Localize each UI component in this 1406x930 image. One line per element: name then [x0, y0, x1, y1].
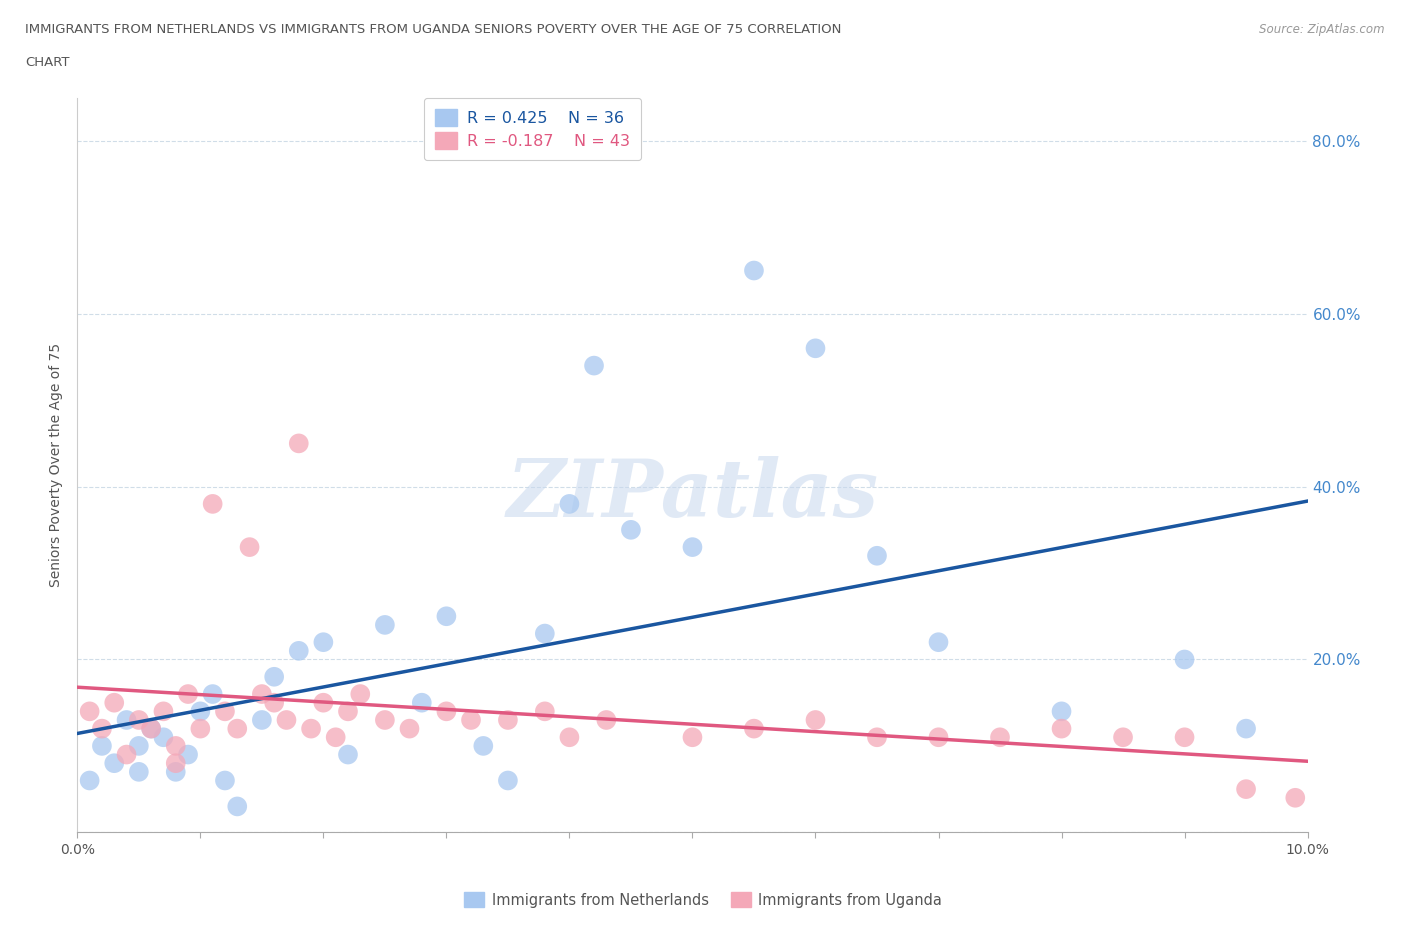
Point: [804, 341, 827, 356]
Text: Source: ZipAtlas.com: Source: ZipAtlas.com: [1260, 23, 1385, 36]
Point: [239, 539, 262, 554]
Point: [128, 738, 150, 753]
Point: [337, 747, 360, 762]
Point: [141, 721, 163, 736]
Point: [742, 263, 765, 278]
Point: [165, 738, 187, 753]
Point: [583, 358, 606, 373]
Point: [188, 721, 212, 736]
Point: [682, 539, 704, 554]
Point: [436, 609, 458, 624]
Point: [152, 704, 174, 719]
Point: [1050, 704, 1073, 719]
Point: [214, 704, 236, 719]
Point: [534, 704, 557, 719]
Point: [115, 747, 138, 762]
Legend: Immigrants from Netherlands, Immigrants from Uganda: Immigrants from Netherlands, Immigrants …: [458, 886, 948, 913]
Point: [128, 764, 150, 779]
Point: [595, 712, 617, 727]
Point: [79, 704, 101, 719]
Point: [534, 626, 557, 641]
Point: [374, 712, 396, 727]
Point: [1234, 782, 1257, 797]
Point: [436, 704, 458, 719]
Point: [337, 704, 360, 719]
Point: [201, 686, 224, 701]
Point: [558, 730, 581, 745]
Point: [312, 635, 335, 650]
Point: [263, 696, 285, 711]
Point: [496, 773, 519, 788]
Point: [682, 730, 704, 745]
Point: [263, 670, 285, 684]
Point: [1234, 721, 1257, 736]
Point: [250, 686, 273, 701]
Point: [411, 696, 433, 711]
Point: [103, 756, 125, 771]
Point: [141, 721, 163, 736]
Point: [250, 712, 273, 727]
Point: [349, 686, 371, 701]
Point: [558, 497, 581, 512]
Point: [496, 712, 519, 727]
Point: [90, 721, 114, 736]
Point: [928, 635, 950, 650]
Point: [288, 644, 311, 658]
Point: [177, 747, 200, 762]
Point: [1112, 730, 1135, 745]
Point: [866, 549, 889, 564]
Point: [620, 523, 643, 538]
Point: [312, 696, 335, 711]
Point: [742, 721, 765, 736]
Point: [460, 712, 482, 727]
Point: [90, 738, 114, 753]
Text: IMMIGRANTS FROM NETHERLANDS VS IMMIGRANTS FROM UGANDA SENIORS POVERTY OVER THE A: IMMIGRANTS FROM NETHERLANDS VS IMMIGRANT…: [25, 23, 842, 36]
Point: [226, 721, 249, 736]
Point: [325, 730, 347, 745]
Point: [472, 738, 495, 753]
Point: [128, 712, 150, 727]
Point: [79, 773, 101, 788]
Point: [226, 799, 249, 814]
Y-axis label: Seniors Poverty Over the Age of 75: Seniors Poverty Over the Age of 75: [49, 343, 63, 587]
Legend: R = 0.425    N = 36, R = -0.187    N = 43: R = 0.425 N = 36, R = -0.187 N = 43: [423, 99, 641, 160]
Point: [103, 696, 125, 711]
Point: [928, 730, 950, 745]
Point: [165, 764, 187, 779]
Point: [804, 712, 827, 727]
Point: [1174, 652, 1197, 667]
Point: [1050, 721, 1073, 736]
Point: [1284, 790, 1306, 805]
Point: [398, 721, 420, 736]
Point: [299, 721, 322, 736]
Point: [276, 712, 298, 727]
Text: CHART: CHART: [25, 56, 70, 69]
Point: [201, 497, 224, 512]
Point: [177, 686, 200, 701]
Point: [288, 436, 311, 451]
Point: [374, 618, 396, 632]
Point: [165, 756, 187, 771]
Point: [988, 730, 1011, 745]
Text: ZIPatlas: ZIPatlas: [506, 456, 879, 533]
Point: [214, 773, 236, 788]
Point: [866, 730, 889, 745]
Point: [188, 704, 212, 719]
Point: [1174, 730, 1197, 745]
Point: [152, 730, 174, 745]
Point: [115, 712, 138, 727]
